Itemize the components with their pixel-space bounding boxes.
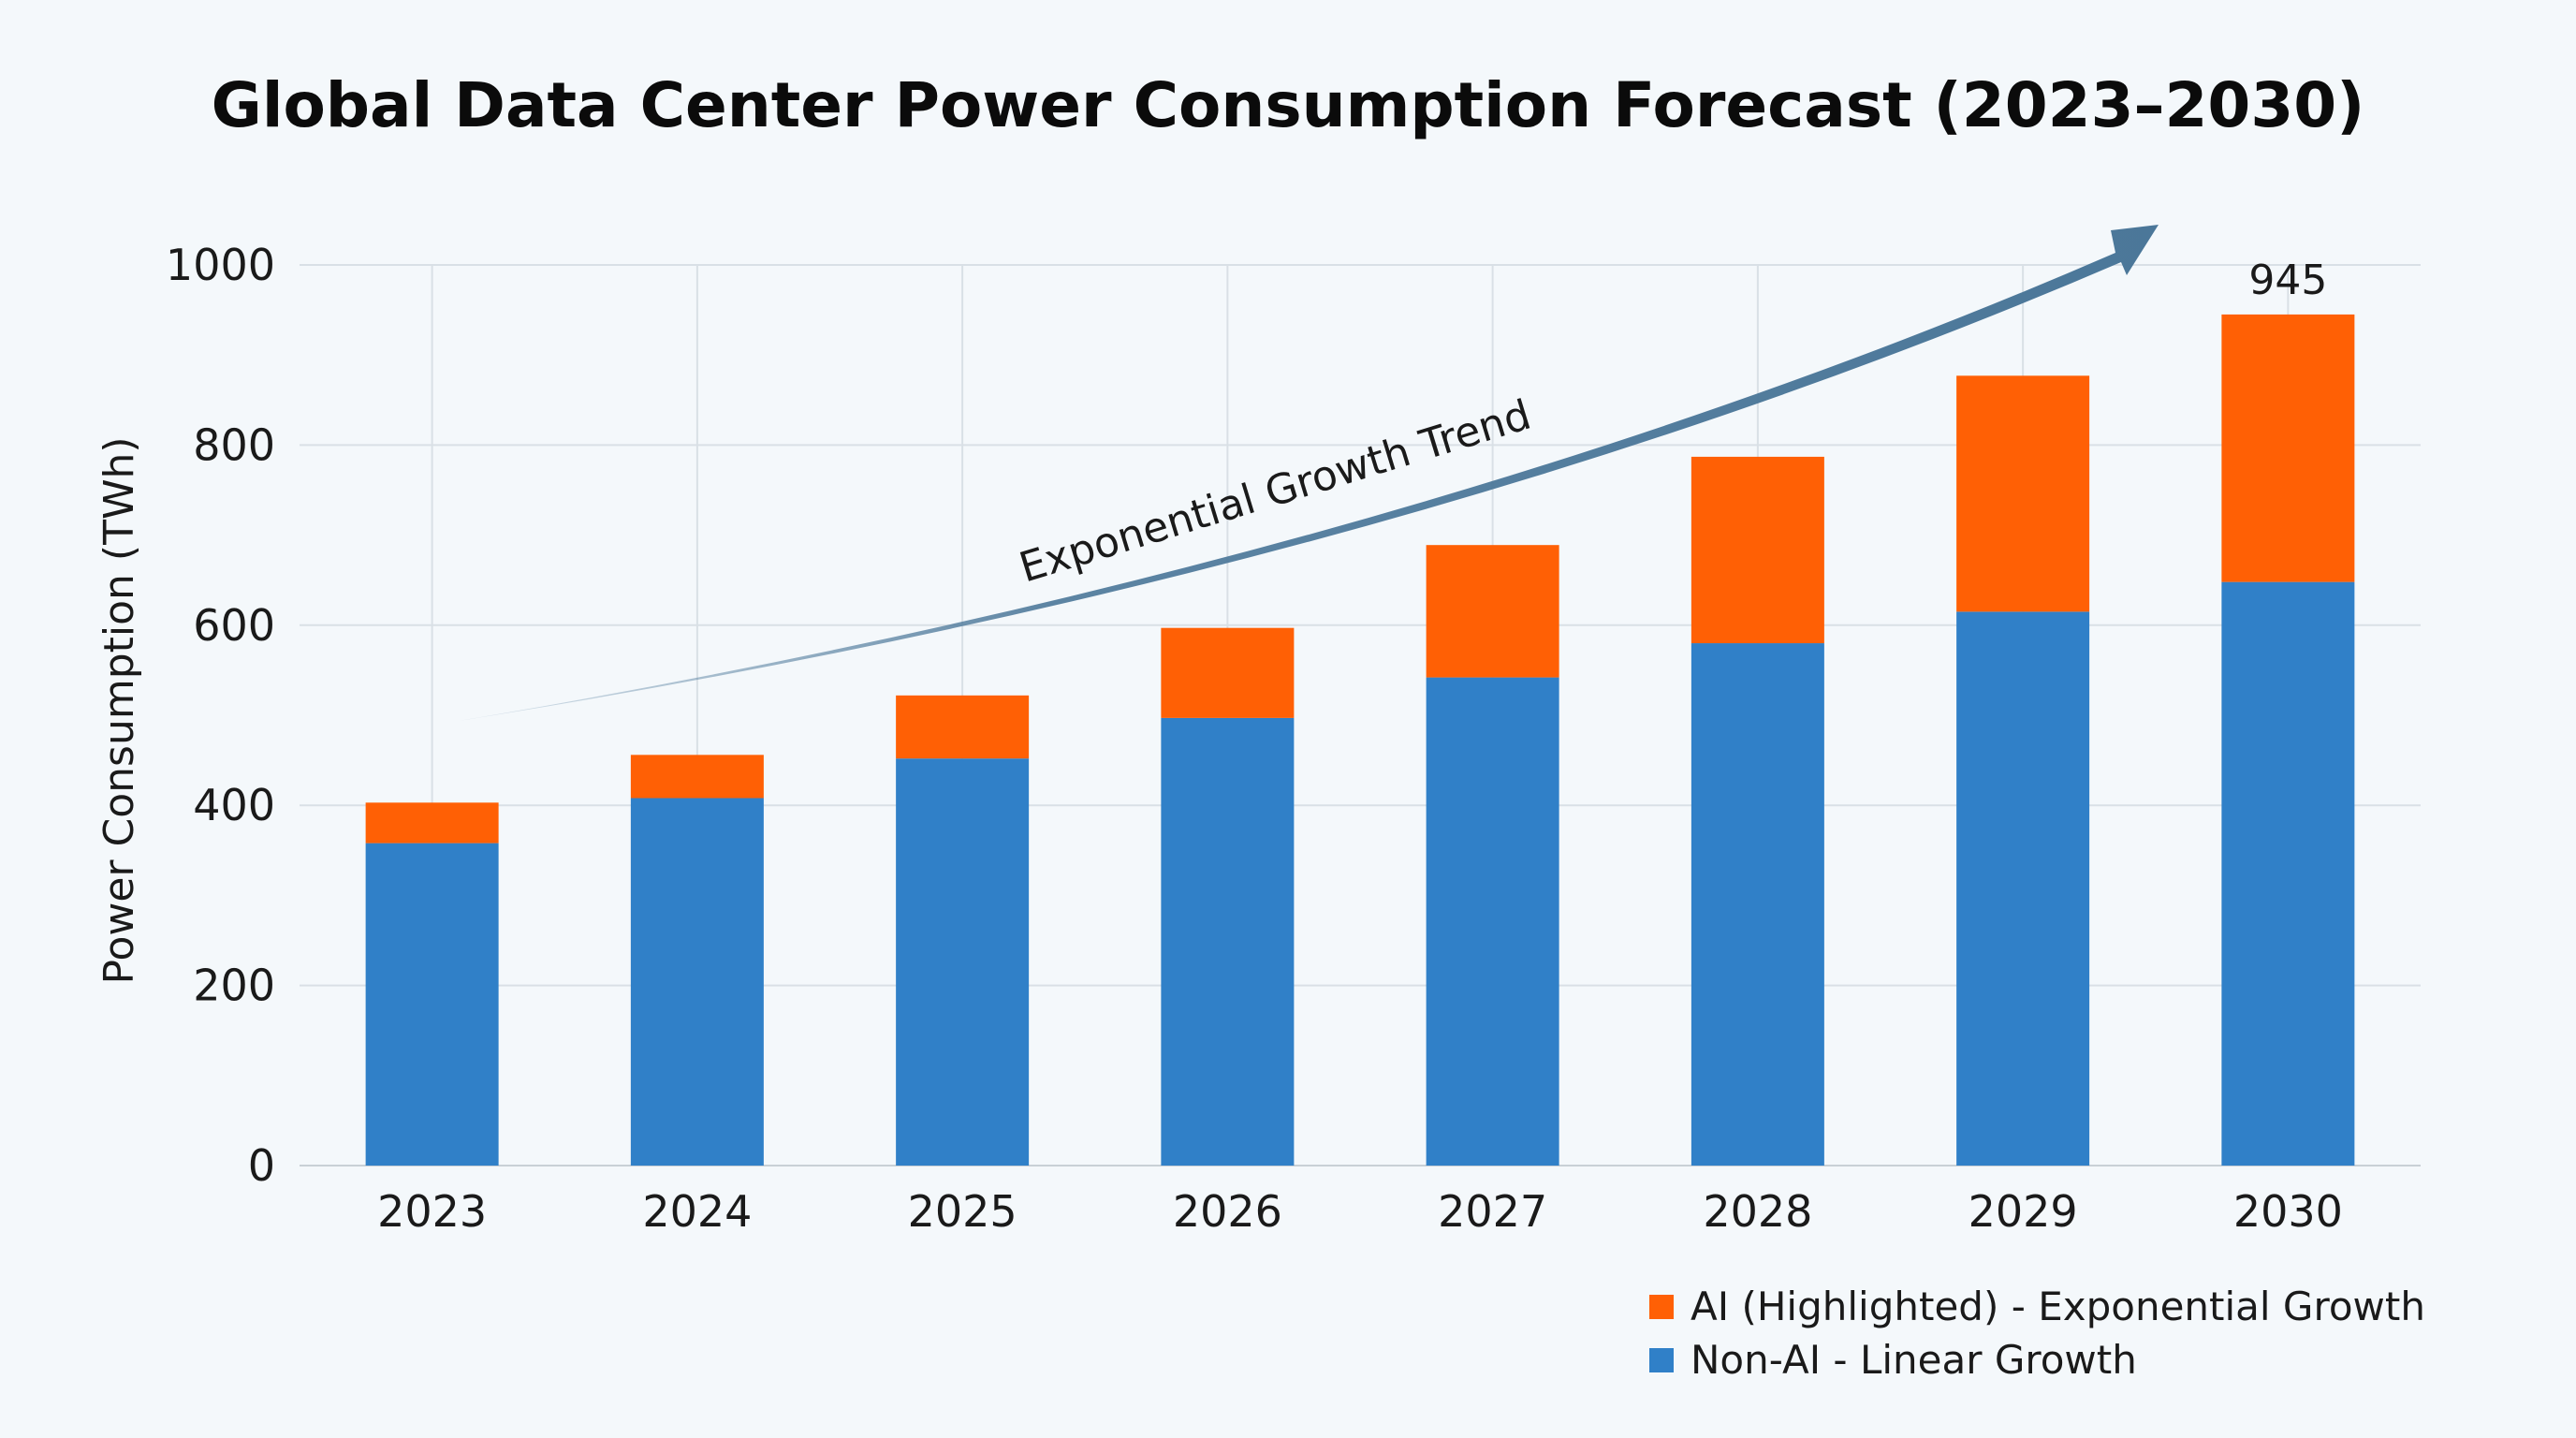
x-tick-label: 2026 — [1173, 1186, 1282, 1237]
bar-non-ai-2029 — [1956, 611, 2090, 1166]
bar-ai-2030 — [2221, 314, 2355, 582]
bar-ai-2025 — [896, 695, 1030, 759]
x-tick-label: 2030 — [2233, 1186, 2343, 1237]
chart-title: Global Data Center Power Consumption For… — [212, 69, 2365, 141]
y-tick-label: 1000 — [166, 240, 275, 290]
x-tick-label: 2024 — [642, 1186, 752, 1237]
bar-ai-2028 — [1690, 456, 1824, 644]
y-axis-label: Power Consumption (TWh) — [95, 436, 143, 984]
bar-non-ai-2026 — [1161, 717, 1295, 1166]
bar-non-ai-2024 — [630, 798, 764, 1166]
bar-non-ai-2027 — [1426, 677, 1559, 1166]
bar-ai-2023 — [365, 802, 499, 844]
x-tick-label: 2028 — [1703, 1186, 1812, 1237]
legend-swatch-ai — [1649, 1295, 1674, 1319]
bar-ai-2026 — [1161, 627, 1295, 718]
x-tick-label: 2029 — [1969, 1186, 2078, 1237]
y-tick-label: 0 — [248, 1140, 275, 1191]
x-axis-ticks: 2023 2024 2025 2026 2027 2028 2029 2030 — [377, 1186, 2343, 1237]
x-tick-label: 2023 — [377, 1186, 487, 1237]
y-tick-label: 600 — [193, 600, 275, 651]
data-labels: 945 — [2248, 257, 2327, 304]
y-axis-ticks: 0 200 400 600 800 1000 — [166, 240, 275, 1191]
legend-label-non-ai: Non-AI - Linear Growth — [1690, 1337, 2137, 1383]
bar-ai-2024 — [630, 755, 764, 799]
trend-annotation: Exponential Growth Trend — [459, 225, 2159, 721]
bar-non-ai-2023 — [365, 843, 499, 1166]
x-tick-label: 2025 — [908, 1186, 1017, 1237]
bar-non-ai-2025 — [896, 758, 1030, 1166]
y-tick-label: 800 — [193, 419, 275, 470]
bar-non-ai-2030 — [2221, 581, 2355, 1166]
bar-ai-2027 — [1426, 545, 1559, 678]
legend: AI (Highlighted) - Exponential Growth No… — [1649, 1284, 2425, 1383]
bar-ai-2029 — [1956, 375, 2090, 612]
x-tick-label: 2027 — [1438, 1186, 1547, 1237]
legend-swatch-non-ai — [1649, 1348, 1674, 1372]
legend-label-ai: AI (Highlighted) - Exponential Growth — [1690, 1284, 2425, 1329]
y-tick-label: 200 — [193, 961, 275, 1011]
data-label-total: 945 — [2248, 257, 2327, 304]
bars-layer — [365, 314, 2355, 1166]
grid-layer — [300, 264, 2421, 1167]
y-tick-label: 400 — [193, 780, 275, 830]
bar-non-ai-2028 — [1690, 643, 1824, 1166]
